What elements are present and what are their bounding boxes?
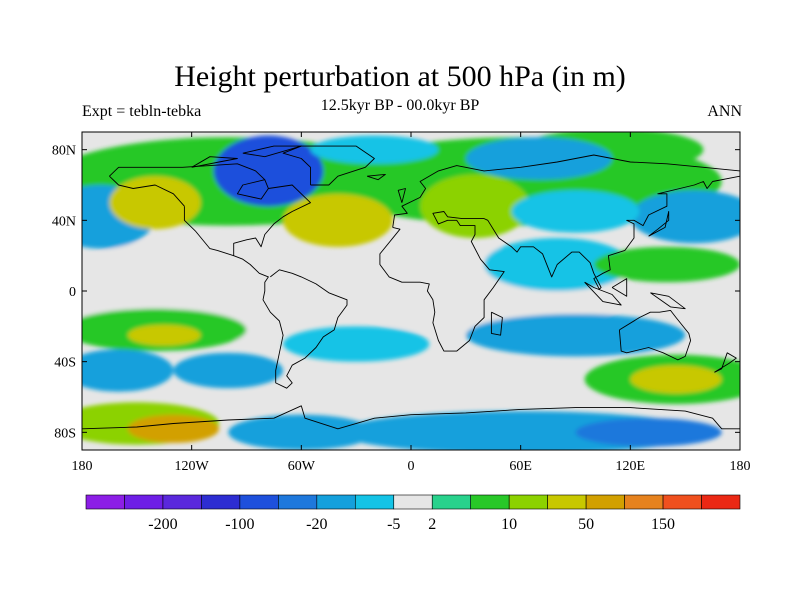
x-tick-label-6: 180 — [730, 459, 751, 474]
colorbar-label-0: -200 — [148, 516, 177, 533]
coastline-10 — [584, 281, 622, 306]
colorbar-box-16 — [701, 494, 741, 510]
chart-title: Height perturbation at 500 hPa (in m) — [174, 60, 626, 93]
x-tick-label-1: 120W — [175, 459, 210, 474]
field-region-11 — [465, 137, 613, 180]
colorbar-box-4 — [239, 494, 279, 510]
coastline-17 — [242, 145, 302, 158]
coastline-15 — [366, 173, 386, 181]
colorbar-box-9 — [431, 494, 472, 510]
y-tick-label-1: 40N — [52, 214, 76, 229]
y-tick-label-2: 0 — [69, 285, 76, 300]
colorbar-label-3: -5 — [387, 516, 400, 533]
coastline-2 — [183, 206, 234, 257]
season-label: ANN — [707, 103, 742, 120]
coastline-3 — [109, 175, 185, 207]
colorbar-label-2: -20 — [306, 516, 327, 533]
field-region-19 — [465, 313, 686, 357]
colorbar-box-1 — [124, 494, 164, 510]
coastline-4 — [282, 145, 375, 186]
coastline-8 — [714, 352, 737, 373]
colorbar-box-15 — [662, 494, 702, 510]
colorbar-box-7 — [354, 494, 395, 510]
colorbar-box-12 — [547, 494, 587, 510]
colorbar-label-1: -100 — [225, 516, 254, 533]
field-region-8 — [310, 135, 439, 164]
coastline-5 — [392, 154, 740, 228]
colorbar-box-2 — [162, 494, 202, 510]
experiment-label: Expt = tebln-tebka — [82, 103, 202, 120]
coastline-6 — [379, 175, 740, 352]
x-tick-label-4: 60E — [509, 459, 532, 474]
field-region-12 — [630, 190, 740, 244]
colorbar-box-8 — [393, 494, 433, 510]
chart-subtitle: 12.5kyr BP - 00.0kyr BP — [320, 97, 480, 114]
colorbar-label-6: 50 — [578, 516, 594, 533]
colorbar-box-14 — [624, 494, 664, 510]
field-region-9 — [420, 174, 530, 238]
y-axis: 80N 40N 0 40S 80S — [52, 144, 740, 441]
colorbar-box-13 — [585, 494, 625, 510]
coastline-11 — [611, 278, 628, 297]
colorbar: -200 -100 -20 -5 2 10 50 150 — [85, 494, 741, 533]
coastline-16 — [82, 405, 740, 430]
field-region-25 — [127, 414, 220, 443]
y-tick-label-4: 80S — [54, 426, 76, 441]
field-region-5 — [109, 176, 201, 230]
colorbar-box-3 — [201, 494, 241, 510]
coastline-1 — [236, 179, 269, 200]
colorbar-label-4: 2 — [428, 516, 436, 533]
field-region-15 — [593, 246, 740, 283]
field-region-26 — [228, 414, 375, 450]
colorbar-box-0 — [85, 494, 125, 510]
field-region-21 — [173, 352, 284, 389]
coastline-0 — [109, 163, 348, 389]
field-layer — [82, 132, 740, 450]
field-region-28 — [575, 418, 722, 447]
coastline-layer — [82, 145, 740, 430]
coastline-9 — [490, 311, 503, 336]
field-region-17 — [127, 324, 201, 346]
colorbar-box-6 — [316, 494, 356, 510]
field-region-18 — [283, 326, 430, 362]
colorbar-label-7: 150 — [651, 516, 675, 533]
x-axis: 180 120W 60W 0 60E 120E 180 — [72, 132, 751, 474]
colorbar-label-5: 10 — [501, 516, 517, 533]
field-region-13 — [511, 190, 640, 233]
colorbar-box-10 — [470, 494, 510, 510]
x-tick-label-2: 60W — [288, 459, 316, 474]
field-region-7 — [283, 193, 393, 247]
coastline-18 — [191, 156, 238, 168]
colorbar-box-5 — [278, 494, 318, 510]
coastline-14 — [397, 188, 406, 203]
coastline-13 — [648, 211, 670, 237]
field-region-20 — [82, 349, 174, 392]
colorbar-box-11 — [508, 494, 548, 510]
field-region-23 — [630, 365, 722, 394]
x-tick-label-0: 180 — [72, 459, 93, 474]
y-tick-label-0: 80N — [52, 144, 76, 159]
x-tick-label-5: 120E — [616, 459, 646, 474]
y-tick-label-3: 40S — [54, 356, 76, 371]
coastline-7 — [618, 309, 692, 361]
x-tick-label-3: 0 — [408, 459, 415, 474]
coastline-12 — [650, 292, 686, 310]
